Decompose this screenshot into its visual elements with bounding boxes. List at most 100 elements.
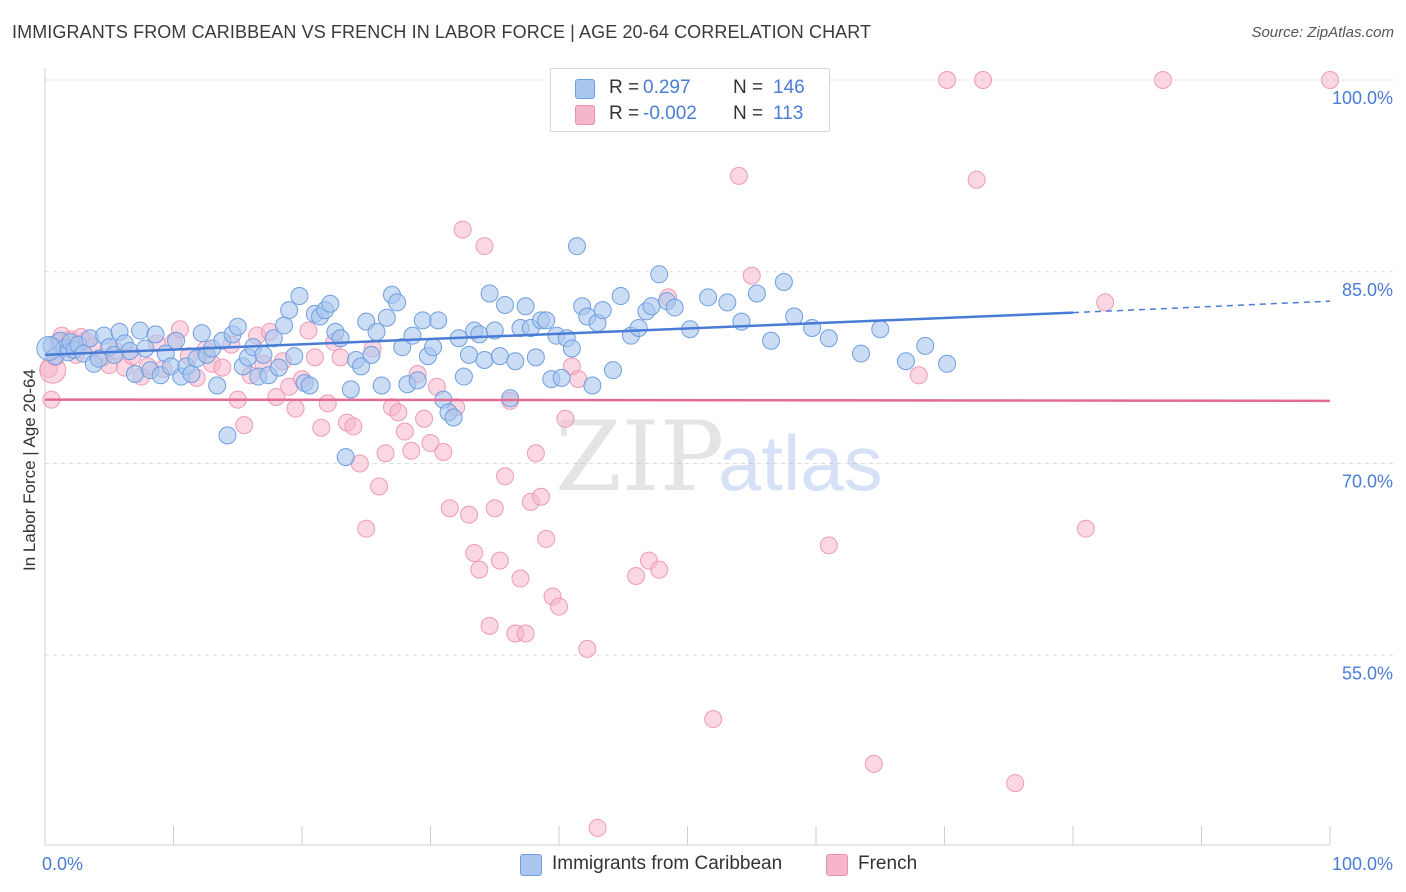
caribbean-point bbox=[367, 322, 386, 341]
caribbean-point bbox=[403, 326, 422, 345]
french-point bbox=[742, 266, 761, 285]
french-point bbox=[650, 560, 669, 579]
french-point bbox=[1321, 71, 1339, 89]
french-point bbox=[395, 422, 414, 441]
caribbean-point bbox=[506, 352, 525, 371]
french-point bbox=[475, 237, 494, 256]
legend-r-label: R = bbox=[609, 103, 640, 124]
caribbean-trend-extension bbox=[1072, 300, 1331, 314]
caribbean-point bbox=[480, 284, 499, 303]
caribbean-point bbox=[408, 371, 427, 390]
y-tick-label: 55.0% bbox=[1342, 663, 1393, 683]
caribbean-point bbox=[269, 358, 288, 377]
french-point bbox=[704, 710, 723, 729]
caribbean-point bbox=[526, 348, 545, 367]
caribbean-point bbox=[938, 354, 957, 373]
french-point bbox=[235, 416, 254, 435]
watermark-atlas: atlas bbox=[718, 419, 883, 507]
french-point bbox=[485, 499, 504, 518]
french-point bbox=[974, 71, 993, 89]
source-credit: Source: ZipAtlas.com bbox=[1251, 24, 1394, 41]
caribbean-point bbox=[372, 376, 391, 395]
legend-row-caribbean: R = 0.297 N = 146 bbox=[551, 75, 829, 101]
caribbean-point bbox=[490, 347, 509, 366]
french-point bbox=[434, 442, 453, 461]
caribbean-point bbox=[851, 344, 870, 363]
caribbean-point bbox=[300, 376, 319, 395]
caribbean-point bbox=[718, 293, 737, 312]
french-point bbox=[267, 388, 286, 407]
caribbean-point bbox=[146, 325, 165, 344]
french-point bbox=[578, 639, 597, 658]
watermark-zip: ZIP bbox=[555, 401, 724, 513]
legend-r-value: 0.297 bbox=[643, 77, 691, 98]
french-point bbox=[331, 348, 350, 367]
caribbean-point bbox=[819, 329, 838, 348]
caribbean-point bbox=[537, 311, 556, 330]
caribbean-point bbox=[593, 301, 612, 320]
french-point bbox=[389, 403, 408, 422]
caribbean-point bbox=[567, 237, 586, 256]
caribbean-point bbox=[36, 335, 62, 361]
caribbean-point bbox=[629, 318, 648, 337]
x-tick-label: 0.0% bbox=[42, 854, 83, 874]
caribbean-point bbox=[470, 325, 489, 344]
legend-n-value: 113 bbox=[773, 103, 804, 124]
caribbean-point bbox=[762, 331, 781, 350]
french-point bbox=[556, 409, 575, 428]
french-point bbox=[627, 566, 646, 585]
legend-swatch-caribbean bbox=[575, 79, 595, 99]
french-point bbox=[537, 529, 556, 548]
x-tick-label: 100.0% bbox=[1332, 854, 1393, 874]
caribbean-point bbox=[321, 294, 340, 313]
caribbean-point bbox=[485, 321, 504, 340]
chart-title: IMMIGRANTS FROM CARIBBEAN VS FRENCH IN L… bbox=[12, 22, 872, 42]
caribbean-point bbox=[280, 301, 299, 320]
french-point bbox=[318, 394, 337, 413]
legend-swatch-french bbox=[575, 105, 595, 125]
french-point bbox=[864, 754, 883, 773]
trend-lines bbox=[44, 300, 1331, 403]
legend-r-label: R = bbox=[609, 77, 640, 98]
caribbean-point bbox=[785, 307, 804, 326]
caribbean-trend-line bbox=[44, 311, 1074, 357]
french-point bbox=[938, 71, 957, 89]
caribbean-point bbox=[167, 331, 186, 350]
caribbean-point bbox=[562, 339, 581, 358]
caribbean-point bbox=[218, 426, 237, 445]
french-point bbox=[312, 418, 331, 437]
axes bbox=[44, 68, 1331, 846]
watermark: ZIP atlas bbox=[555, 401, 883, 513]
french-point bbox=[453, 220, 472, 239]
french-point bbox=[729, 166, 748, 185]
legend-item-caribbean[interactable]: Immigrants from Caribbean bbox=[520, 852, 810, 876]
french-point bbox=[588, 818, 607, 837]
french-point bbox=[213, 358, 232, 377]
caribbean-point bbox=[131, 321, 150, 340]
caribbean-point bbox=[254, 345, 273, 364]
caribbean-point bbox=[228, 317, 247, 336]
legend-n-label: N = bbox=[733, 103, 764, 124]
french-point bbox=[550, 597, 568, 616]
french-point bbox=[460, 505, 479, 524]
caribbean-point bbox=[454, 367, 473, 386]
caribbean-point bbox=[552, 368, 571, 387]
french-point bbox=[376, 444, 395, 463]
caribbean-point bbox=[341, 380, 360, 399]
caribbean-point bbox=[611, 287, 630, 306]
caribbean-point bbox=[475, 350, 494, 369]
french-point bbox=[415, 409, 434, 428]
french-point bbox=[1076, 519, 1095, 538]
french-point bbox=[480, 616, 499, 635]
caribbean-point bbox=[774, 272, 793, 291]
french-point bbox=[1096, 293, 1115, 312]
caribbean-point bbox=[896, 352, 915, 371]
french-point bbox=[490, 551, 509, 570]
caribbean-point bbox=[336, 448, 355, 467]
french-point bbox=[357, 519, 376, 538]
caribbean-point bbox=[208, 376, 227, 395]
y-tick-label: 100.0% bbox=[1332, 88, 1393, 108]
caribbean-point bbox=[916, 336, 935, 355]
legend-item-french[interactable]: French bbox=[826, 852, 936, 876]
